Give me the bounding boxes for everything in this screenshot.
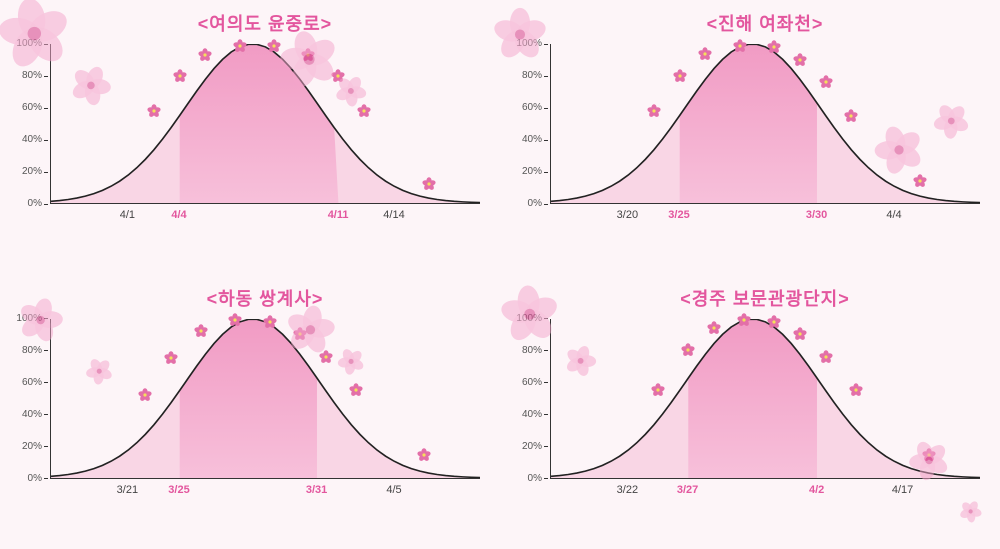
x-tick-label: 3/30 xyxy=(806,209,827,221)
blossom-marker-icon xyxy=(198,48,212,62)
blossom-marker-icon xyxy=(228,313,242,327)
chart-panel: <진해 여좌천> 0%20%40%60%80%100% xyxy=(500,0,1000,275)
y-axis: 0%20%40%60%80%100% xyxy=(512,44,542,204)
x-tick-label: 4/2 xyxy=(809,484,824,496)
x-tick-label: 4/5 xyxy=(386,484,401,496)
blossom-marker-icon xyxy=(647,104,661,118)
blossom-marker-icon xyxy=(173,69,187,83)
y-axis: 0%20%40%60%80%100% xyxy=(12,319,42,479)
blossom-marker-icon xyxy=(267,39,281,53)
blossom-marker-icon xyxy=(164,351,178,365)
plot-box xyxy=(550,44,980,204)
plot-box xyxy=(50,319,480,479)
x-tick-label: 3/22 xyxy=(617,484,638,496)
blossom-marker-icon xyxy=(913,174,927,188)
blossom-marker-icon xyxy=(767,315,781,329)
blossom-marker-icon xyxy=(138,388,152,402)
blossom-marker-icon xyxy=(293,327,307,341)
chart-title: <진해 여좌천> xyxy=(550,10,980,36)
blossom-marker-icon xyxy=(673,69,687,83)
blossom-marker-icon xyxy=(357,104,371,118)
blossom-marker-icon xyxy=(698,47,712,61)
blossom-marker-icon xyxy=(737,313,751,327)
blossom-marker-icon xyxy=(147,104,161,118)
blossom-marker-icon xyxy=(707,321,721,335)
chart-area: 0%20%40%60%80%100% xyxy=(550,319,980,514)
blossom-marker-icon xyxy=(263,315,277,329)
chart-panel: <하동 쌍계사> 0%20%40%60%80%100% xyxy=(0,275,500,549)
x-tick-label: 3/27 xyxy=(677,484,698,496)
chart-title: <경주 보문관광단지> xyxy=(550,285,980,311)
blossom-marker-icon xyxy=(681,343,695,357)
blossom-marker-icon xyxy=(849,383,863,397)
x-tick-label: 4/4 xyxy=(886,209,901,221)
x-tick-label: 3/25 xyxy=(668,209,689,221)
blossom-marker-icon xyxy=(844,109,858,123)
blossom-marker-icon xyxy=(319,350,333,364)
blossom-marker-icon xyxy=(733,39,747,53)
plot-box xyxy=(50,44,480,204)
blossom-marker-icon xyxy=(233,39,247,53)
x-tick-label: 4/14 xyxy=(383,209,404,221)
chart-area: 0%20%40%60%80%100% xyxy=(50,44,480,239)
blossom-marker-icon xyxy=(793,53,807,67)
chart-area: 0%20%40%60%80%100% xyxy=(50,319,480,514)
x-tick-label: 4/11 xyxy=(328,209,349,221)
y-axis: 0%20%40%60%80%100% xyxy=(512,319,542,479)
x-tick-label: 4/1 xyxy=(120,209,135,221)
blossom-marker-icon xyxy=(922,448,936,462)
blossom-marker-icon xyxy=(417,448,431,462)
chart-title: <하동 쌍계사> xyxy=(50,285,480,311)
blossom-marker-icon xyxy=(767,40,781,54)
x-tick-label: 4/17 xyxy=(892,484,913,496)
blossom-marker-icon xyxy=(349,383,363,397)
blossom-marker-icon xyxy=(301,48,315,62)
x-tick-label: 3/20 xyxy=(617,209,638,221)
chart-panel: <경주 보문관광단지> 0%20%40%60%80%100% xyxy=(500,275,1000,549)
blossom-marker-icon xyxy=(422,177,436,191)
blossom-marker-icon xyxy=(819,75,833,89)
blossom-marker-icon xyxy=(651,383,665,397)
chart-area: 0%20%40%60%80%100% xyxy=(550,44,980,239)
blossom-marker-icon xyxy=(819,350,833,364)
x-tick-label: 4/4 xyxy=(171,209,186,221)
x-tick-label: 3/21 xyxy=(117,484,138,496)
blossom-marker-icon xyxy=(194,324,208,338)
blossom-marker-icon xyxy=(331,69,345,83)
chart-title: <여의도 윤중로> xyxy=(50,10,480,36)
blossom-marker-icon xyxy=(793,327,807,341)
y-axis: 0%20%40%60%80%100% xyxy=(12,44,42,204)
x-tick-label: 3/31 xyxy=(306,484,327,496)
x-tick-label: 3/25 xyxy=(168,484,189,496)
chart-panel: <여의도 윤중로> 0%20%40%60%80%100% xyxy=(0,0,500,275)
plot-box xyxy=(550,319,980,479)
